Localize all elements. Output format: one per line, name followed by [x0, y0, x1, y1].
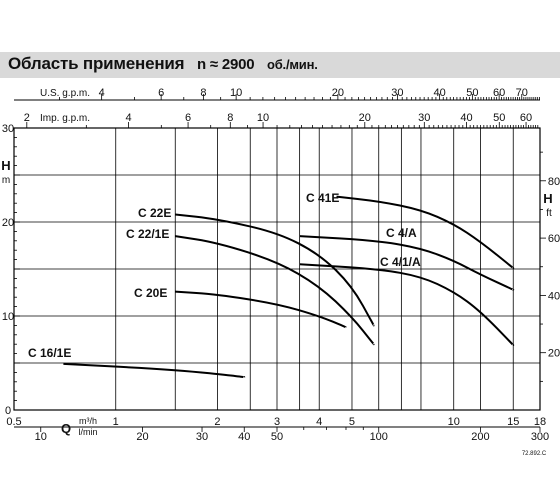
head-m-label: H: [1, 158, 10, 173]
drawing-code: 72.892.C: [522, 451, 547, 457]
flow-m3h-tick-label: 2: [214, 416, 220, 428]
chart-title: Область применения n ≈ 2900 об./мин.: [8, 54, 326, 74]
series-line-c-16-1e: [63, 362, 246, 379]
flow-m3h-tick-label: 3: [274, 416, 280, 428]
flow-lmin-tick-label: 20: [136, 431, 148, 443]
impgpm-tick-label: 6: [185, 112, 191, 124]
series-label: C 22E: [138, 206, 171, 220]
head-ft-tick-label: 60: [548, 233, 560, 245]
usgpm-tick-label: 60: [493, 87, 505, 99]
flow-lmin-tick-label: 50: [271, 431, 283, 443]
flow-lmin-tick-label: 30: [196, 431, 208, 443]
impgpm-tick-label: 60: [520, 112, 532, 124]
flow-lmin-tick-label: 200: [471, 431, 489, 443]
usgpm-tick-label: 6: [158, 87, 164, 99]
head-m-tick-label: 0: [5, 405, 11, 417]
series-label: C 4/A: [386, 226, 417, 240]
head-m-tick-label: 30: [2, 123, 14, 135]
head-m-tick-label: 10: [2, 311, 14, 323]
title-unit: об./мин.: [266, 57, 318, 72]
series-line-c-41e: [336, 195, 515, 270]
series-label: C 22/1E: [126, 227, 169, 241]
impgpm-tick-label: 20: [359, 112, 371, 124]
head-ft-unit: ft: [546, 208, 552, 219]
flow-m3h-tick-label: 10: [448, 416, 460, 428]
series-line-c-4-a: [299, 235, 515, 291]
flow-m3h-tick-label: 15: [507, 416, 519, 428]
flow-lmin-tick-label: 10: [35, 431, 47, 443]
usgpm-tick-label: 4: [99, 87, 105, 99]
flow-m3h-tick-label: 4: [316, 416, 322, 428]
series-line-c-22-1e: [175, 235, 375, 346]
series-line-c-20e: [175, 290, 347, 329]
impgpm-tick-label: 2: [24, 112, 30, 124]
grid-layer: [14, 128, 540, 410]
usgpm-tick-label: 10: [230, 87, 242, 99]
flow-m3h-tick-label: 5: [349, 416, 355, 428]
usgpm-tick-label: 8: [200, 87, 206, 99]
series-label: C 16/1E: [28, 346, 71, 360]
label-layer: U.S. g.p.m.Imp. g.p.m.4 6 8 10 20 30 40 50 60 702…: [1, 87, 560, 457]
head-ft-tick-label: 20: [548, 348, 560, 360]
usgpm-axis-label: U.S. g.p.m.: [40, 88, 90, 99]
head-ft-label: H: [543, 191, 552, 206]
usgpm-tick-label: 30: [391, 87, 403, 99]
flow-q-label: Q: [61, 421, 71, 436]
series-layer: [63, 195, 515, 379]
flow-lmin-tick-label: 100: [370, 431, 388, 443]
head-m-tick-label: 20: [2, 217, 14, 229]
series-line-c-22e: [175, 213, 375, 327]
title-main: Область применения: [8, 54, 185, 73]
title-bar: Область применения n ≈ 2900 об./мин.: [0, 52, 560, 78]
series-line-c-4-1-a: [299, 263, 515, 347]
flow-m3h-unit: m³/h: [79, 416, 97, 426]
flow-m3h-tick-label: 0.5: [6, 416, 21, 428]
usgpm-tick-label: 40: [433, 87, 445, 99]
head-m-unit: m: [2, 175, 10, 186]
impgpm-tick-label: 40: [460, 112, 472, 124]
flow-lmin-unit: l/min: [78, 427, 97, 437]
series-label: C 20E: [134, 286, 167, 300]
head-ft-tick-label: 80: [548, 176, 560, 188]
series-label: C 41E: [306, 191, 339, 205]
title-speed: n ≈ 2900: [196, 56, 255, 73]
impgpm-tick-label: 4: [125, 112, 131, 124]
impgpm-tick-label: 50: [493, 112, 505, 124]
frame-layer: [13, 94, 546, 432]
head-ft-tick-label: 40: [548, 290, 560, 302]
impgpm-tick-label: 8: [227, 112, 233, 124]
flow-m3h-tick-label: 1: [113, 416, 119, 428]
usgpm-tick-label: 50: [466, 87, 478, 99]
flow-m3h-tick-label: 18: [534, 416, 546, 428]
impgpm-axis-label: Imp. g.p.m.: [40, 113, 90, 124]
series-label: C 4/1/A: [380, 255, 421, 269]
usgpm-tick-label: 70: [516, 87, 528, 99]
impgpm-tick-label: 10: [257, 112, 269, 124]
usgpm-tick-label: 20: [332, 87, 344, 99]
impgpm-tick-label: 30: [418, 112, 430, 124]
flow-lmin-tick-label: 300: [531, 431, 549, 443]
flow-lmin-tick-label: 40: [238, 431, 250, 443]
